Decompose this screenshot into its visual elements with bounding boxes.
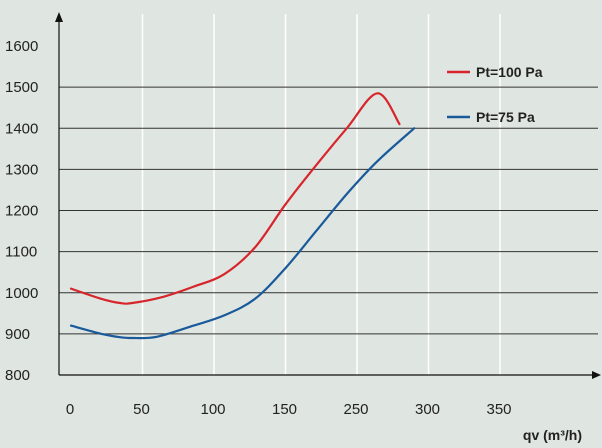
x-tick-label: 350 bbox=[486, 401, 511, 418]
legend-label: Pt=100 Pa bbox=[476, 64, 543, 80]
y-tick-label: 1600 bbox=[5, 38, 38, 55]
y-tick-label: 1300 bbox=[5, 161, 38, 178]
x-axis-arrow bbox=[592, 371, 601, 379]
chart-legend: Pt=100 Pa Pt=75 Pa bbox=[447, 64, 543, 125]
x-tick-label: 0 bbox=[66, 401, 74, 418]
legend-label: Pt=75 Pa bbox=[476, 109, 535, 125]
x-axis-tick-labels: 0 50 100 150 250 300 350 bbox=[66, 401, 512, 418]
x-tick-label: 250 bbox=[343, 401, 368, 418]
y-tick-label: 1000 bbox=[5, 285, 38, 302]
x-tick-label: 50 bbox=[133, 401, 150, 418]
y-tick-label: 900 bbox=[5, 326, 30, 343]
y-axis-tick-labels: 800 900 1000 1100 1200 1300 1400 1500 1600 bbox=[5, 38, 38, 384]
y-tick-label: 800 bbox=[5, 367, 30, 384]
x-tick-label: 150 bbox=[272, 401, 297, 418]
y-tick-label: 1200 bbox=[5, 203, 38, 220]
y-tick-label: 1500 bbox=[5, 79, 38, 96]
y-tick-label: 1100 bbox=[5, 244, 37, 261]
y-axis-arrow bbox=[55, 12, 63, 22]
series-line-pt-100 bbox=[69, 92, 401, 305]
series-line-pt-75 bbox=[69, 127, 416, 340]
x-axis-title: qv (m³/h) bbox=[523, 427, 582, 443]
vertical-gridlines bbox=[141, 14, 501, 375]
horizontal-gridlines bbox=[59, 86, 598, 335]
series-lines bbox=[69, 92, 416, 340]
x-tick-label: 300 bbox=[415, 401, 440, 418]
chart-axes bbox=[55, 12, 601, 379]
x-tick-label: 100 bbox=[200, 401, 225, 418]
y-tick-label: 1400 bbox=[5, 120, 38, 137]
